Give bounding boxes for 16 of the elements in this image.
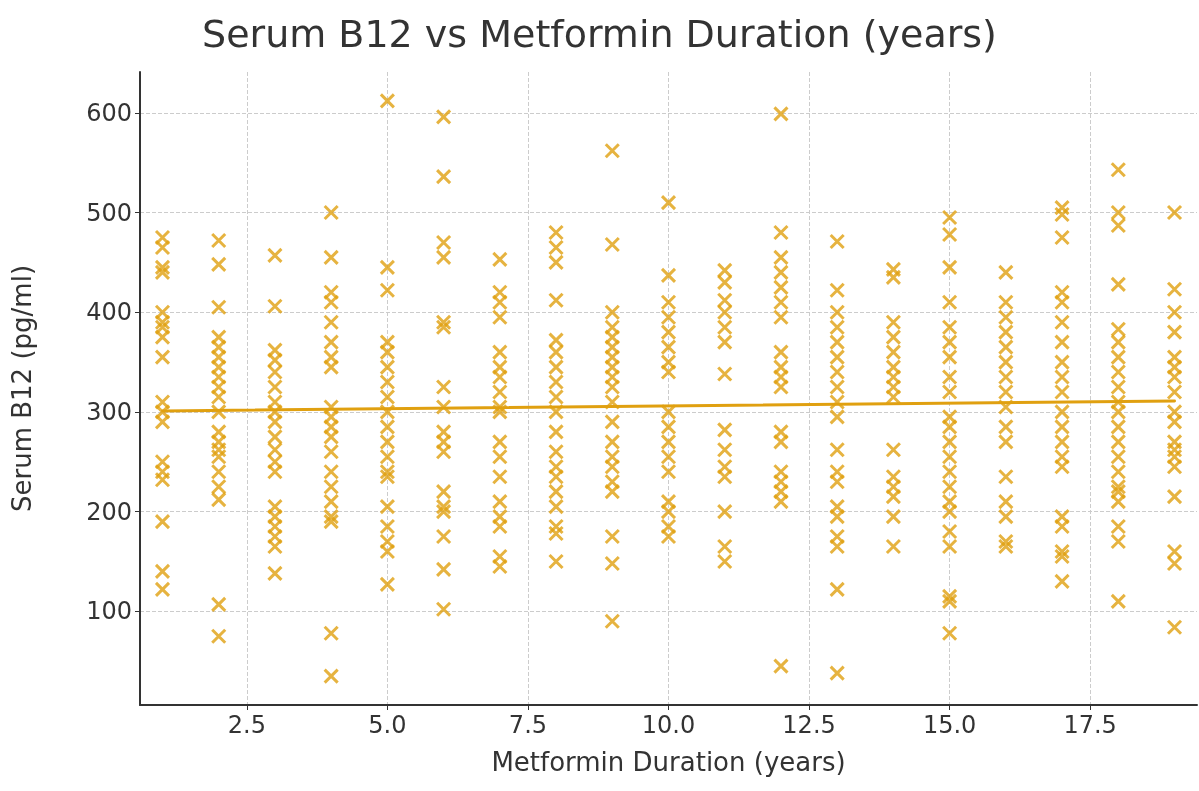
x-tick-label: 15.0 (922, 711, 977, 739)
y-tick-label: 200 (86, 497, 132, 526)
x-tick-label: 12.5 (782, 711, 836, 739)
y-axis-title: Serum B12 (pg/ml) (7, 264, 37, 513)
y-tick-label: 300 (86, 397, 132, 426)
x-tick-label: 10.0 (641, 711, 696, 739)
x-tick-label: 17.5 (1063, 711, 1117, 739)
x-tick-label: 5.0 (368, 711, 407, 739)
x-axis-title: Metformin Duration (years) (491, 747, 846, 777)
y-tick-label: 500 (86, 198, 132, 227)
x-tick-label: 7.5 (508, 711, 548, 739)
x-tick-label: 2.5 (227, 711, 266, 739)
y-tick-label: 100 (86, 597, 132, 626)
y-tick-label: 600 (86, 98, 132, 127)
y-tick-label: 400 (86, 298, 132, 327)
chart-title: Serum B12 vs Metformin Duration (years) (202, 12, 997, 56)
